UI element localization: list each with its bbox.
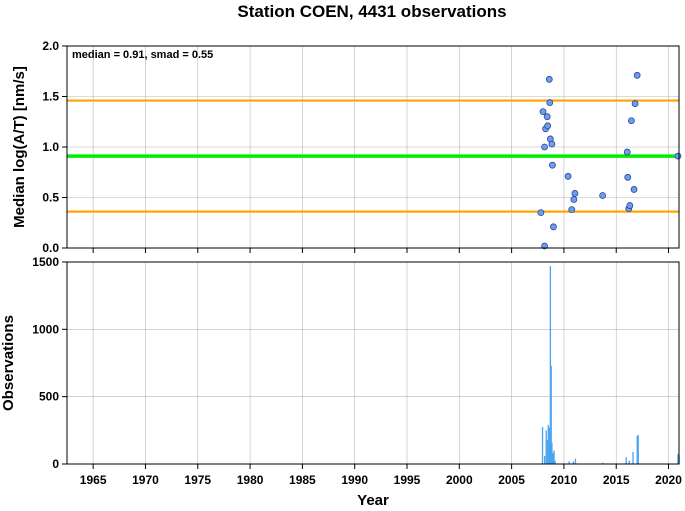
histogram-bar [552,453,554,464]
histogram-bar [574,458,577,464]
data-point [545,75,553,83]
x-tick-label: 1985 [289,473,316,487]
chart-title: Station COEN, 4431 observations [237,2,506,21]
data-point [541,143,548,151]
data-point [626,202,634,209]
top-y-ticks: 0.0 0.5 1.0 1.5 2.0 [42,39,67,255]
x-tick-label: 2010 [551,473,578,487]
data-point [570,196,578,203]
reference-lines [67,99,679,213]
data-point [541,242,548,250]
data-point [624,173,632,181]
data-point [568,206,576,214]
histogram-bars [541,266,680,464]
histogram-bar [553,450,555,464]
histogram-bar [602,462,604,464]
histogram-bar [677,453,679,464]
data-point [564,172,572,180]
x-axis-label: Year [357,492,389,509]
histogram-bar [625,457,627,464]
x-tick-label: 1980 [237,473,264,487]
histogram-bar [636,435,638,464]
bottom-plot-frame [66,261,680,465]
histogram-bar [637,435,639,464]
histogram-bar [547,424,549,464]
histogram-bar [548,427,550,464]
histogram-bar [545,430,547,464]
data-point [674,152,682,160]
data-point [543,113,551,121]
y-tick-label: 1500 [32,255,59,269]
data-point [628,117,635,125]
y-tick-label: 0.5 [42,191,59,205]
data-point [571,190,579,197]
data-point [599,192,607,199]
histogram-bar [628,460,631,464]
histogram-bar [632,451,634,464]
x-tick-label: 1965 [80,473,107,487]
data-point [631,100,639,107]
histogram-bar [554,460,556,464]
y-tick-label: 1000 [32,322,59,336]
histogram-bar [551,442,553,464]
y-tick-label: 1.5 [42,90,59,104]
y-tick-label: 0 [52,457,59,471]
data-point [539,108,547,116]
x-tick-label: 1975 [184,473,211,487]
histogram-bar [568,461,570,464]
x-tick-label: 1990 [341,473,368,487]
data-point [549,161,556,169]
bottom-grid [67,261,679,465]
data-point [550,223,557,231]
top-y-axis-label: Median log(A/T) [nm/s] [11,66,28,228]
x-tick-label: 1995 [394,473,421,487]
x-tick-label: 2000 [446,473,473,487]
scatter-points [537,71,682,250]
histogram-bar [572,461,575,464]
data-point [537,209,545,217]
data-point [548,140,556,148]
x-tick-label: 2015 [603,473,630,487]
histogram-bar [546,439,548,464]
bottom-y-ticks: 0 500 1000 1500 [32,255,67,471]
x-tick-label: 1970 [132,473,159,487]
histogram-bar [543,455,546,464]
data-point [546,99,554,106]
y-tick-label: 500 [39,390,59,404]
bottom-y-axis-label: Observations [0,315,17,411]
x-tick-label: 2020 [655,473,682,487]
stats-annotation: median = 0.91, smad = 0.55 [72,49,213,61]
y-tick-label: 0.0 [42,241,59,255]
histogram-bar [549,266,552,464]
data-point [544,122,552,130]
data-point [630,186,638,193]
top-grid [67,45,679,249]
data-point [633,71,641,79]
data-point [623,148,631,156]
histogram-bar [541,426,544,464]
histogram-bar [550,365,552,464]
y-tick-label: 1.0 [42,140,59,154]
x-tick-label: 2005 [498,473,525,487]
x-ticks: 1965 1970 1975 1980 1985 1990 1995 2000 2005 2010… [80,248,682,487]
y-tick-label: 2.0 [42,39,59,53]
